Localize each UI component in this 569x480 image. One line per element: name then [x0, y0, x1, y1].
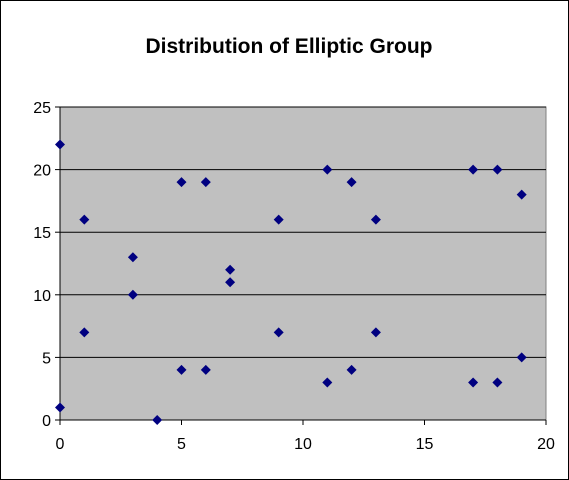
data-point [79, 214, 90, 225]
data-point [468, 164, 479, 175]
data-point [370, 327, 381, 338]
data-point [127, 289, 138, 300]
x-axis-ticks: 0 5 10 15 20 [56, 420, 555, 453]
data-point [346, 177, 357, 188]
data-point [516, 189, 527, 200]
chart-title: Distribution of Elliptic Group [146, 35, 433, 58]
data-point [176, 177, 187, 188]
x-tick-label: 5 [177, 436, 186, 453]
data-point [225, 277, 236, 288]
data-points [55, 139, 527, 425]
x-tick-label: 20 [537, 436, 555, 453]
x-tick-label: 15 [416, 436, 434, 453]
data-point [492, 164, 503, 175]
x-tick-label: 10 [294, 436, 312, 453]
y-tick-label: 0 [42, 413, 51, 430]
gridlines [60, 106, 546, 358]
data-point [492, 377, 503, 388]
data-point [225, 264, 236, 275]
data-point [200, 177, 211, 188]
y-tick-label: 5 [42, 350, 51, 367]
y-tick-label: 20 [33, 163, 51, 180]
data-point [176, 364, 187, 375]
data-point [346, 364, 357, 375]
data-point [322, 164, 333, 175]
data-point [273, 214, 284, 225]
data-point [273, 327, 284, 338]
data-point [152, 415, 163, 425]
data-point [55, 139, 65, 150]
data-point [200, 364, 211, 375]
y-tick-label: 10 [33, 288, 51, 305]
data-point [468, 377, 479, 388]
data-point [370, 214, 381, 225]
data-point [79, 327, 90, 338]
y-tick-label: 15 [33, 225, 51, 242]
x-tick-label: 0 [56, 436, 65, 453]
data-point [55, 402, 65, 413]
y-axis-ticks: 0 5 10 15 20 25 [33, 100, 60, 430]
data-point [516, 352, 527, 363]
data-point [322, 377, 333, 388]
data-point [127, 252, 138, 263]
plot-area [59, 106, 547, 421]
y-tick-label: 25 [33, 100, 51, 117]
